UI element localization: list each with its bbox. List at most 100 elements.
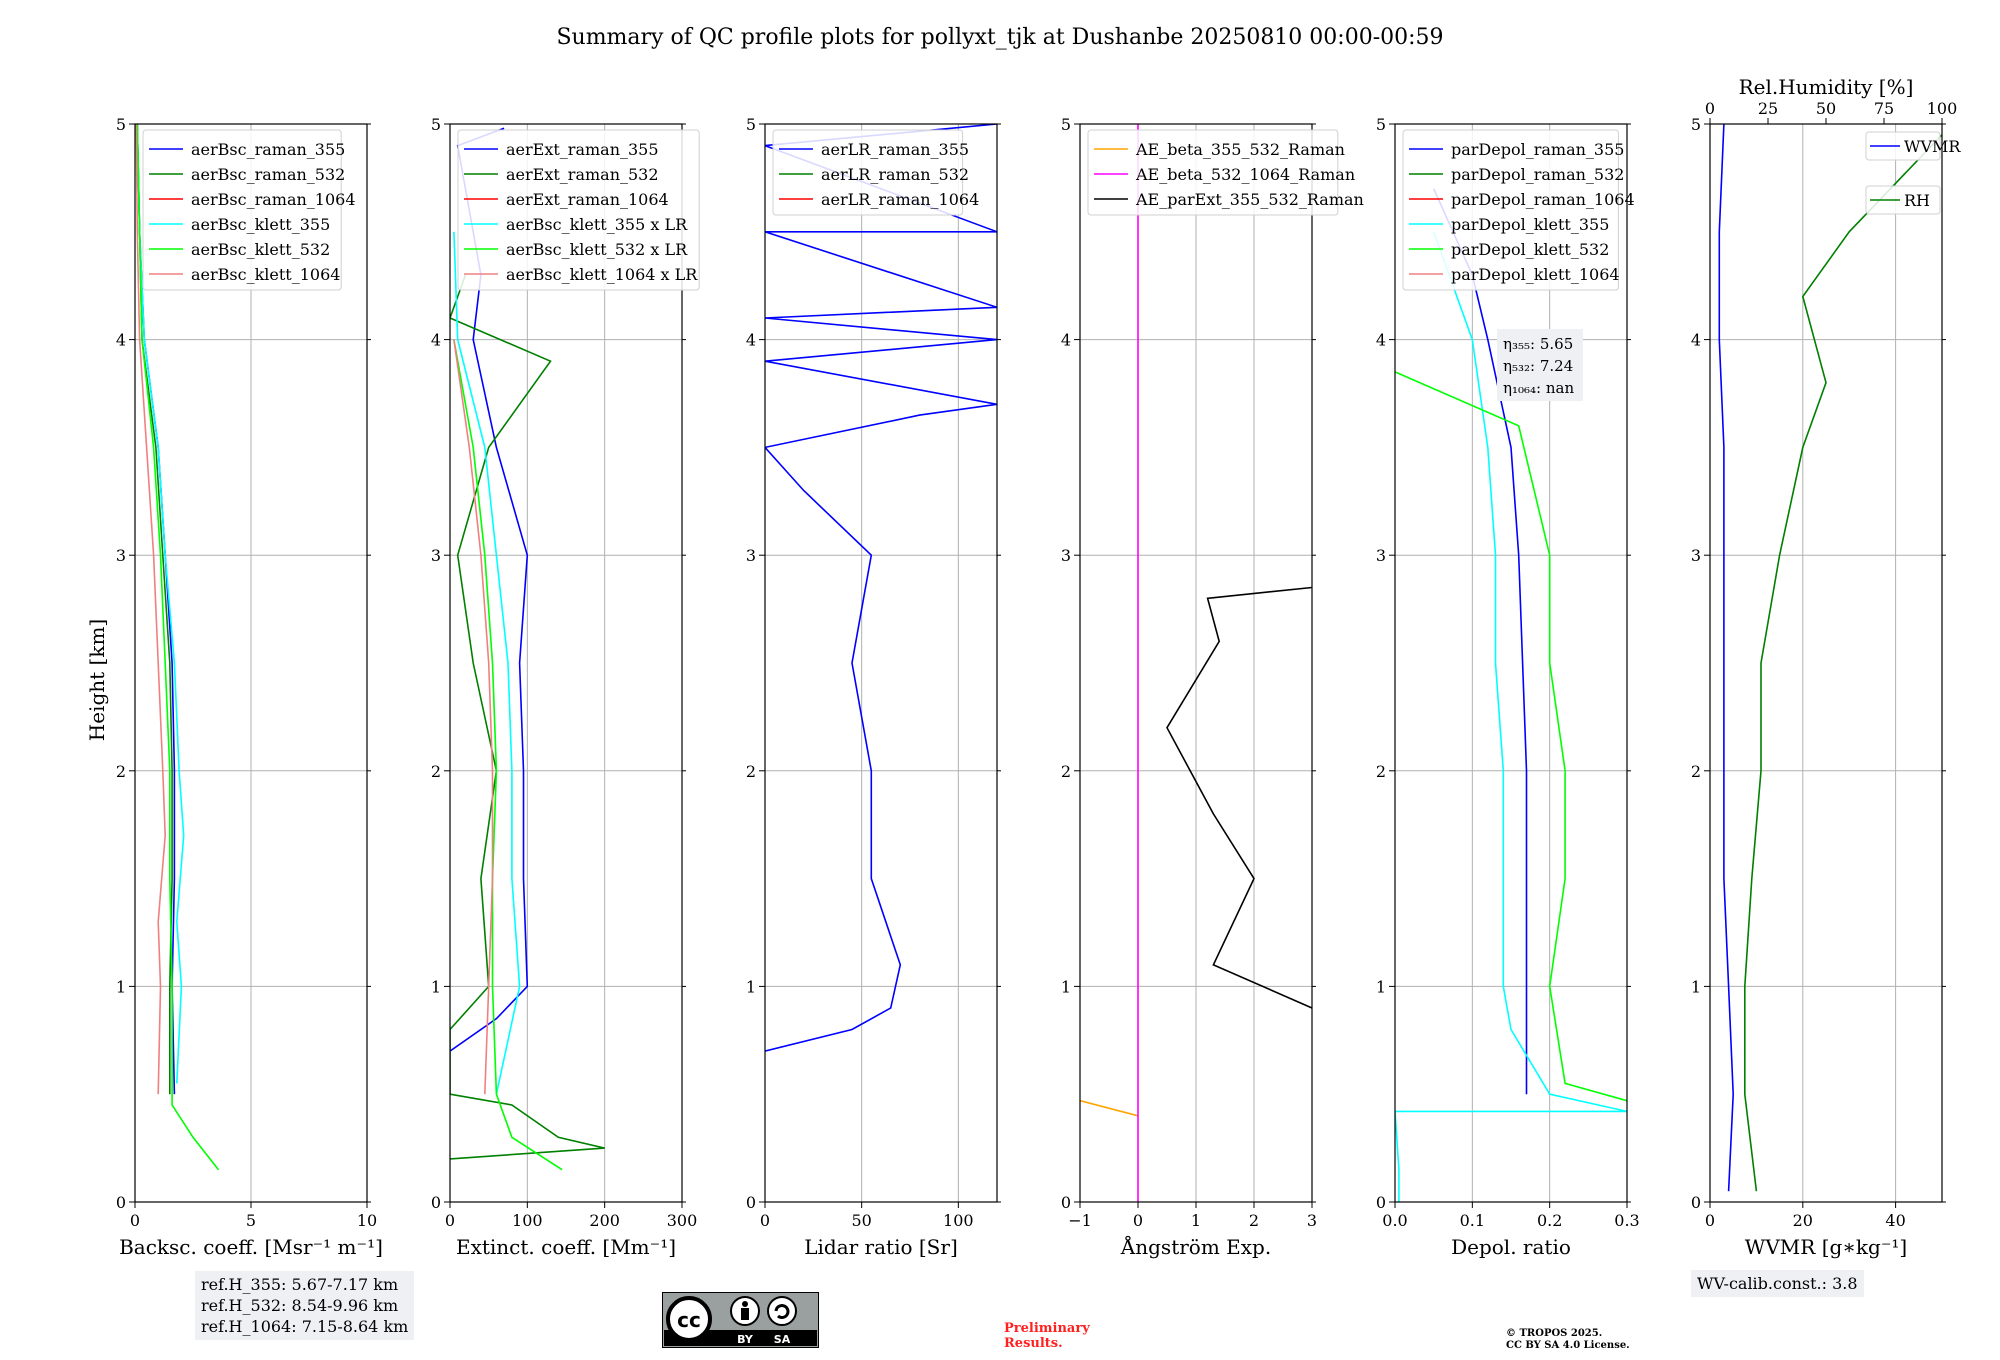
legend-label: aerExt_raman_532 xyxy=(506,165,659,184)
x-tick-label: 0 xyxy=(760,1211,770,1230)
y-tick-label: 2 xyxy=(1691,762,1701,781)
series-aerext-raman-532 xyxy=(450,274,605,1160)
eta-annotation: η₃₅₅: 5.65 η₅₃₂: 7.24 η₁₀₆₄: nan xyxy=(1497,329,1583,401)
panel-1: 0 5 10 0 1 2 3 4 5 Backsc. coeff. [Msr⁻¹ m⁻¹] aerB… xyxy=(116,115,383,1259)
x-tick-label: 300 xyxy=(667,1211,698,1230)
series-pardepol-raman-355 xyxy=(1432,188,1528,1095)
y-tick-label: 1 xyxy=(746,977,756,996)
legend-frame xyxy=(142,129,342,291)
legend-label: aerExt_raman_355 xyxy=(506,140,659,159)
series-aerbsc-klett-1064-x-lr xyxy=(453,339,494,1095)
y-tick-label: 1 xyxy=(1376,977,1386,996)
series-aerbsc-klett-1064 xyxy=(135,124,167,1095)
legend-label: aerLR_raman_532 xyxy=(821,165,969,184)
y-tick-label: 3 xyxy=(1061,546,1071,565)
x-tick-label: 1 xyxy=(1191,1211,1201,1230)
x-axis-label: Backsc. coeff. [Msr⁻¹ m⁻¹] xyxy=(119,1235,383,1259)
legend-label: AE_parExt_355_532_Raman xyxy=(1135,190,1364,209)
series-aerbsc-klett-532 xyxy=(136,124,220,1171)
wv-calib-box: WV-calib.const.: 3.8 xyxy=(1691,1270,1864,1297)
cc-by-label: BY xyxy=(737,1333,754,1346)
legend-rh: RH xyxy=(1865,185,1941,215)
legend-frame xyxy=(772,129,964,216)
legend: aerBsc_raman_355 aerBsc_raman_532 aerBsc_r… xyxy=(142,129,356,291)
x-tick-label: 0 xyxy=(445,1211,455,1230)
y-tick-label: 3 xyxy=(1691,546,1701,565)
x-axis-label: Ångström Exp. xyxy=(1120,1234,1271,1259)
legend-label: AE_beta_532_1064_Raman xyxy=(1135,165,1355,184)
series-wvmr xyxy=(1718,124,1735,1192)
y-tick-label: 5 xyxy=(116,115,126,134)
x-tick-label: 100 xyxy=(512,1211,543,1230)
legend-label: aerBsc_raman_355 xyxy=(191,140,345,159)
svg-text:cc: cc xyxy=(677,1308,701,1332)
x-axis-label: WVMR [g∗kg⁻¹] xyxy=(1745,1235,1907,1259)
y-tick-label: 4 xyxy=(116,331,126,350)
top-x-tick-label: 50 xyxy=(1816,99,1836,118)
legend-label: parDepol_klett_1064 xyxy=(1451,265,1620,284)
figure-title: Summary of QC profile plots for pollyxt_… xyxy=(556,25,1443,50)
plot-frame xyxy=(764,123,998,1203)
x-tick-label: 0.2 xyxy=(1537,1211,1562,1230)
ref-h-1064: ref.H_1064: 7.15-8.64 km xyxy=(201,1317,409,1336)
preliminary-note: Preliminary Results. xyxy=(1004,1321,1090,1351)
panel-5: 0.0 0.1 0.2 0.3 0 1 2 3 4 5 Depol. ratio parDepol_r… xyxy=(1376,115,1640,1259)
legend-label: aerBsc_raman_532 xyxy=(191,165,345,184)
series-ae-beta-355-532-raman xyxy=(1080,1099,1139,1117)
y-tick-label: 2 xyxy=(1061,762,1071,781)
legend-label: AE_beta_355_532_Raman xyxy=(1135,140,1345,159)
x-tick-label: 200 xyxy=(589,1211,620,1230)
plot-frame xyxy=(1394,123,1628,1203)
panel-3: 0 50 100 0 1 2 3 4 5 Lidar ratio [Sr] aerLR_raman_… xyxy=(746,115,1001,1259)
y-tick-label: 4 xyxy=(746,331,756,350)
eta-line: η₅₃₂: 7.24 xyxy=(1503,357,1573,375)
x-tick-label: 50 xyxy=(851,1211,871,1230)
series-aerbsc-klett-532-x-lr xyxy=(453,339,563,1171)
x-tick-label: 0.1 xyxy=(1460,1211,1485,1230)
y-tick-label: 3 xyxy=(746,546,756,565)
x-tick-label: 10 xyxy=(357,1211,377,1230)
legend-label: parDepol_klett_355 xyxy=(1451,215,1609,234)
legend: aerLR_raman_355 aerLR_raman_532 aerLR_rama… xyxy=(772,129,979,216)
top-x-tick-label: 25 xyxy=(1758,99,1778,118)
legend-wvmr: WVMR xyxy=(1865,131,1961,161)
series-aerbsc-klett-355 xyxy=(136,124,185,1084)
legend-label: aerBsc_klett_1064 x LR xyxy=(506,265,698,284)
copyright-note: © TROPOS 2025. CC BY SA 4.0 License. xyxy=(1506,1328,1630,1352)
y-tick-label: 5 xyxy=(431,115,441,134)
panel-2: 0 100 200 300 0 1 2 3 4 5 Extinct. coeff. [Mm⁻¹] ae… xyxy=(431,115,700,1259)
reference-height-box: ref.H_355: 5.67-7.17 km ref.H_532: 8.54-… xyxy=(195,1271,415,1340)
y-tick-label: 4 xyxy=(1376,331,1386,350)
top-x-tick-label: 75 xyxy=(1874,99,1894,118)
ref-h-532: ref.H_532: 8.54-9.96 km xyxy=(201,1296,399,1315)
x-tick-label: 2 xyxy=(1249,1211,1259,1230)
series-aerbsc-klett-355-x-lr xyxy=(453,231,521,1095)
x-axis-label: Lidar ratio [Sr] xyxy=(804,1235,958,1259)
y-tick-label: 4 xyxy=(1691,331,1701,350)
top-axis-label: Rel.Humidity [%] xyxy=(1739,75,1914,99)
legend-label: aerBsc_klett_1064 xyxy=(191,265,340,284)
legend-label: aerBsc_klett_355 xyxy=(191,215,330,234)
y-tick-label: 2 xyxy=(746,762,756,781)
legend-frame xyxy=(1087,129,1339,216)
y-tick-label: 2 xyxy=(431,762,441,781)
legend: parDepol_raman_355 parDepol_raman_532 parD… xyxy=(1402,129,1635,291)
y-tick-label: 1 xyxy=(116,977,126,996)
series-rh xyxy=(1744,134,1942,1192)
y-tick-label: 5 xyxy=(1061,115,1071,134)
legend-frame xyxy=(1865,185,1941,215)
x-tick-label: 0 xyxy=(130,1211,140,1230)
copyright-line-2: CC BY SA 4.0 License. xyxy=(1506,1340,1630,1351)
legend-label: parDepol_raman_355 xyxy=(1451,140,1624,159)
legend-frame xyxy=(457,129,700,291)
y-axis-label: Height [km] xyxy=(85,619,109,741)
y-tick-label: 5 xyxy=(746,115,756,134)
legend-frame xyxy=(1865,131,1941,161)
x-tick-label: 20 xyxy=(1793,1211,1813,1230)
x-tick-label: 3 xyxy=(1307,1211,1317,1230)
x-tick-label: 100 xyxy=(943,1211,974,1230)
y-tick-label: 0 xyxy=(746,1193,756,1212)
x-tick-label: 5 xyxy=(246,1211,256,1230)
y-tick-label: 0 xyxy=(1691,1193,1701,1212)
